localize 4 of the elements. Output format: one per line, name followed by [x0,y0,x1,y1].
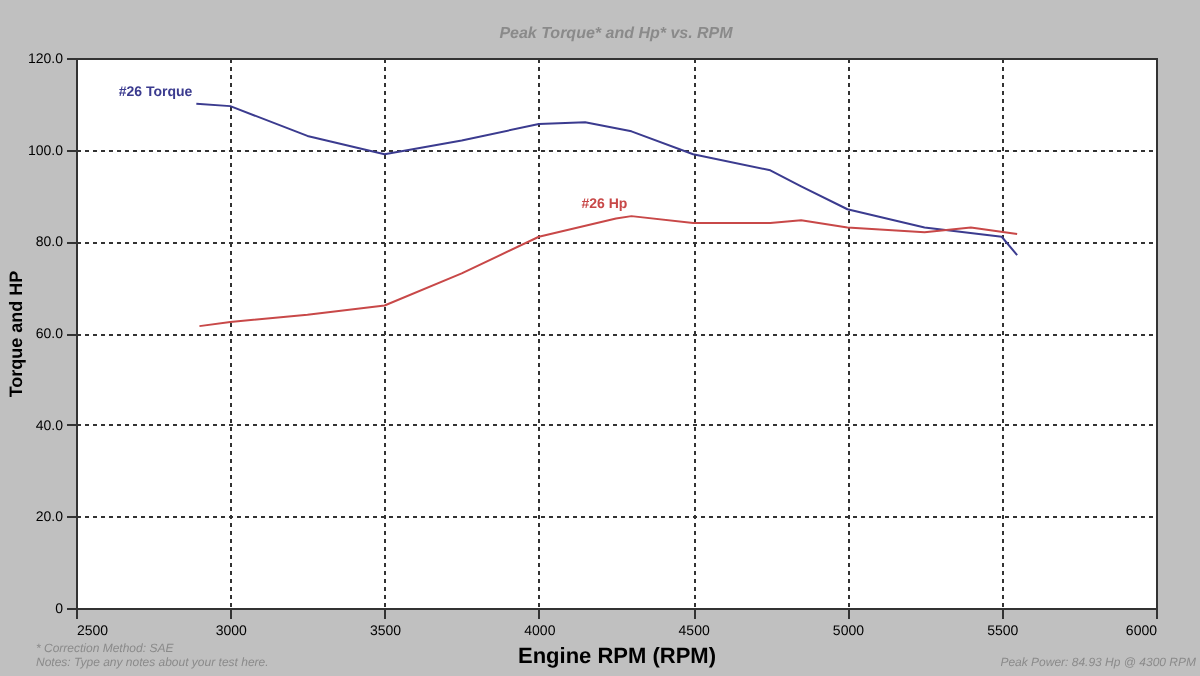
line-series [195,102,1019,257]
y-axis-title: Torque and HP [5,270,26,398]
line-series [198,215,1019,328]
x-axis-title: Engine RPM (RPM) [518,645,717,669]
